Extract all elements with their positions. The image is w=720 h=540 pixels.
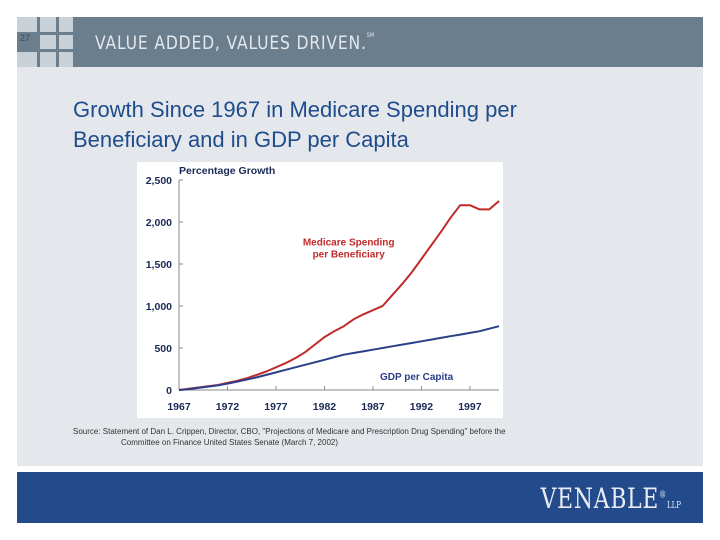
footer-bar: VENABLE®LLP — [17, 472, 703, 523]
growth-line-chart: Percentage Growth 0 500 1,000 1,500 2,000 2,5… — [146, 165, 500, 413]
y-tick-label: 1,500 — [146, 259, 172, 271]
header-bar: 27 VALUE ADDED, VALUES DRIVEN.SM — [17, 17, 703, 67]
y-tick-label: 500 — [154, 343, 172, 355]
x-tick-label: 1967 — [167, 401, 191, 413]
logo-text: VENABLE — [540, 482, 660, 515]
y-tick-label: 0 — [166, 385, 172, 397]
y-tick-label: 2,000 — [146, 217, 172, 229]
series-line-gdp — [178, 325, 500, 391]
title-line-2: Beneficiary and in GDP per Capita — [73, 127, 409, 152]
source-line-1: Source: Statement of Dan L. Crippen, Dir… — [73, 427, 506, 436]
slide-number: 27 — [20, 33, 31, 43]
tagline-service-mark: SM — [366, 32, 375, 39]
logo-llp: LLP — [666, 501, 681, 511]
y-tick-label: 1,000 — [146, 301, 172, 313]
source-note: Source: Statement of Dan L. Crippen, Dir… — [73, 426, 673, 448]
gdp-label: GDP per Capita — [380, 372, 454, 383]
x-tick-label: 1992 — [410, 401, 434, 413]
medicare-label-line-1: Medicare Spending — [303, 238, 395, 249]
x-tick-label: 1977 — [264, 401, 288, 413]
y-tick-label: 2,500 — [146, 175, 172, 187]
source-line-2: Committee on Finance United States Senat… — [121, 438, 338, 447]
slide-title: Growth Since 1967 in Medicare Spending p… — [73, 95, 693, 155]
title-line-1: Growth Since 1967 in Medicare Spending p… — [73, 97, 517, 122]
tagline: VALUE ADDED, VALUES DRIVEN.SM — [95, 32, 374, 54]
x-tick-label: 1972 — [216, 401, 240, 413]
chart-container: Percentage Growth 0 500 1,000 1,500 2,000 2,5… — [137, 162, 503, 418]
x-tick-label: 1987 — [361, 401, 385, 413]
x-tick-label: 1982 — [313, 401, 337, 413]
logo-registered-mark: ® — [659, 490, 667, 501]
venable-logo: VENABLE®LLP — [541, 482, 681, 515]
chart-title: Percentage Growth — [179, 165, 275, 177]
tagline-text: VALUE ADDED, VALUES DRIVEN. — [95, 32, 367, 54]
grid-logo-mark — [17, 17, 81, 67]
medicare-label-line-2: per Beneficiary — [313, 250, 386, 261]
series-line-medicare — [178, 200, 500, 391]
x-tick-label: 1997 — [458, 401, 482, 413]
